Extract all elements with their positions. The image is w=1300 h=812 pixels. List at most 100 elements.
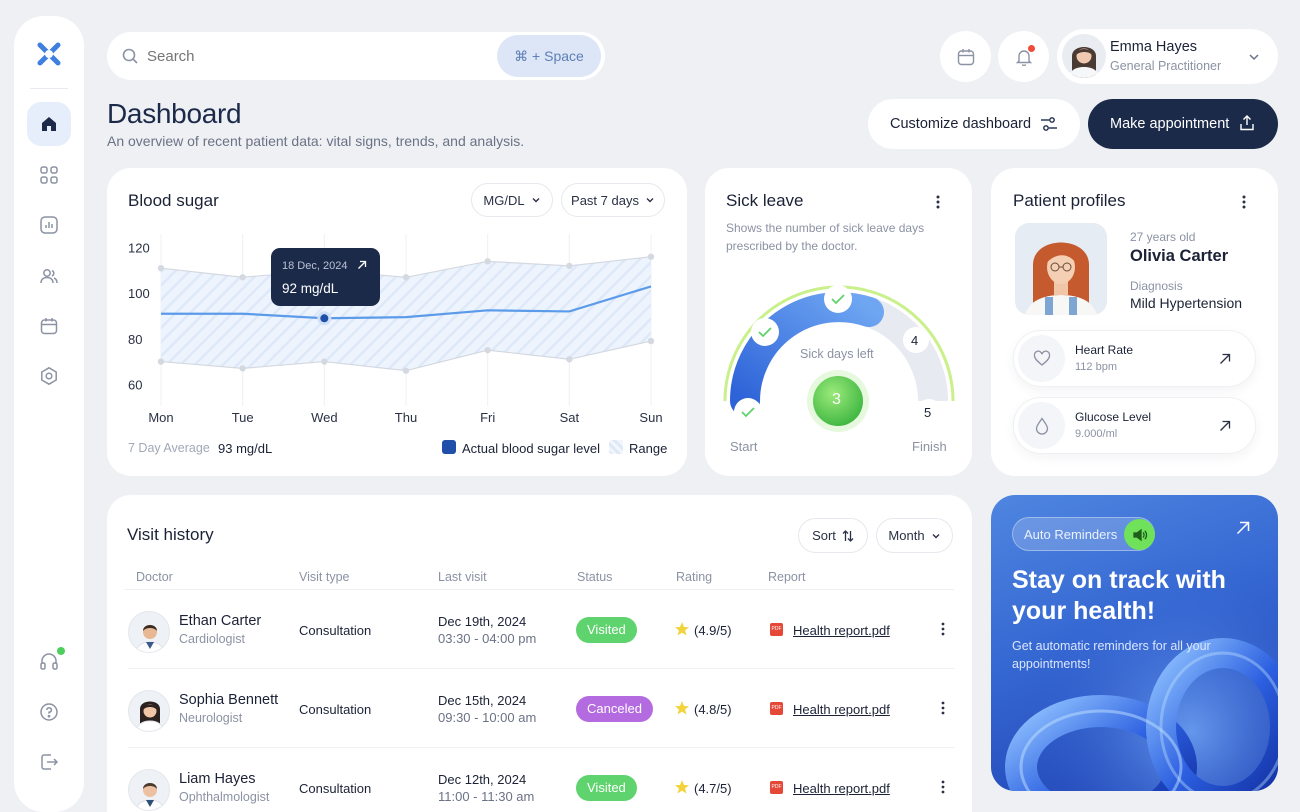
range-upper-line <box>160 256 652 278</box>
glucose-tile[interactable]: Glucose Level 9.000/ml <box>1014 398 1255 453</box>
sliders-icon <box>1040 115 1058 133</box>
logout-icon <box>39 752 59 772</box>
nav-analytics[interactable] <box>27 203 71 247</box>
user-menu[interactable]: Emma Hayes General Practitioner <box>1057 29 1278 84</box>
sick-leave-card: Sick leave Shows the number of sick leav… <box>705 168 972 476</box>
visit-date: Dec 12th, 2024 <box>438 772 527 787</box>
range-lower-line <box>160 340 652 372</box>
sick-leave-description: Shows the number of sick leave days pres… <box>726 221 925 253</box>
range-select[interactable]: Past 7 days <box>561 183 665 217</box>
make-appointment-button[interactable]: Make appointment <box>1088 99 1278 149</box>
star-icon <box>674 700 690 716</box>
diagnosis-value: Mild Hypertension <box>1130 295 1243 311</box>
report-link[interactable]: Health report.pdf <box>793 623 890 638</box>
range-lower-point <box>402 367 410 374</box>
nav-settings[interactable] <box>27 354 71 398</box>
column-visit-type[interactable]: Visit type <box>299 570 350 584</box>
auto-reminders-label: Auto Reminders <box>1024 527 1118 542</box>
search-input[interactable] <box>147 44 487 68</box>
more-vertical-icon[interactable] <box>935 194 941 210</box>
nav-help[interactable] <box>27 690 71 734</box>
app-logo[interactable] <box>33 38 65 70</box>
range-lower-point <box>239 365 246 372</box>
settings-icon <box>39 366 59 386</box>
report-link[interactable]: Health report.pdf <box>793 702 890 717</box>
rating-value: (4.9/5) <box>694 623 732 638</box>
help-icon <box>39 702 59 722</box>
highlight-point <box>320 314 329 323</box>
x-tick-label: Sun <box>639 410 662 425</box>
arrow-up-right-icon <box>357 260 367 270</box>
visit-time: 09:30 - 10:00 am <box>438 710 537 725</box>
y-tick-label: 60 <box>128 377 142 392</box>
visit-type: Consultation <box>299 781 372 796</box>
chevron-down-icon <box>1248 51 1260 63</box>
rating-value: (4.7/5) <box>694 781 732 796</box>
status-badge: Canceled <box>576 696 653 722</box>
report-link[interactable]: Health report.pdf <box>793 781 890 796</box>
average-label: 7 Day Average <box>128 441 210 455</box>
gauge-step-5 <box>916 399 942 425</box>
promo-headline: Stay on track with your health! <box>1012 566 1226 625</box>
nav-patients[interactable] <box>27 254 71 298</box>
more-vertical-icon[interactable] <box>940 780 946 794</box>
page-subtitle: An overview of recent patient data: vita… <box>107 133 525 149</box>
range-upper-point <box>239 274 246 281</box>
rating-value: (4.8/5) <box>694 702 732 717</box>
arrow-up-right-icon <box>1219 420 1231 432</box>
heart-rate-tile[interactable]: Heart Rate 112 bpm <box>1014 331 1255 386</box>
table-row[interactable]: Ethan Carter Cardiologist Consultation D… <box>128 590 954 669</box>
arrow-up-right-icon[interactable] <box>1236 521 1250 535</box>
column-doctor[interactable]: Doctor <box>136 570 173 584</box>
nav-apps[interactable] <box>27 153 71 197</box>
range-lower-point <box>157 358 165 365</box>
sort-button[interactable]: Sort <box>798 518 868 553</box>
search-bar[interactable]: ⌘ + Space <box>107 32 605 80</box>
status-badge: Visited <box>576 617 637 643</box>
customize-dashboard-button[interactable]: Customize dashboard <box>868 99 1080 149</box>
more-vertical-icon[interactable] <box>940 622 946 636</box>
visit-date: Dec 15th, 2024 <box>438 693 527 708</box>
unit-select[interactable]: MG/DL <box>471 183 553 217</box>
visit-time: 03:30 - 04:00 pm <box>438 631 537 646</box>
range-upper-point <box>647 253 655 260</box>
period-select[interactable]: Month <box>876 518 953 553</box>
doctor-name[interactable]: Liam Hayes <box>179 771 256 787</box>
nav-logout[interactable] <box>27 740 71 784</box>
column-rating[interactable]: Rating <box>676 570 713 584</box>
doctor-specialty: Cardiologist <box>179 632 246 646</box>
table-row[interactable]: Sophia Bennett Neurologist Consultation … <box>128 669 954 748</box>
more-vertical-icon[interactable] <box>1241 194 1247 210</box>
heart-icon <box>1018 335 1065 382</box>
doctor-avatar <box>128 611 170 653</box>
range-upper-point <box>402 274 410 281</box>
share-icon <box>1238 114 1256 132</box>
more-vertical-icon[interactable] <box>940 701 946 715</box>
gauge-step-4 <box>903 327 929 353</box>
table-row[interactable]: Liam Hayes Ophthalmologist Consultation … <box>128 748 954 812</box>
days-left-label: Sick days left <box>800 347 874 361</box>
chart-icon <box>39 215 59 235</box>
days-left-value: 3 <box>832 391 841 408</box>
notifications-button[interactable] <box>998 31 1049 82</box>
doctor-specialty: Ophthalmologist <box>179 790 270 804</box>
star-icon <box>674 621 690 637</box>
range-lower-point <box>321 358 328 365</box>
nav-calendar[interactable] <box>27 304 71 348</box>
doctor-name[interactable]: Ethan Carter <box>179 613 262 629</box>
calendar-icon <box>956 47 976 67</box>
reminders-promo-card[interactable]: Auto Reminders Stay on track with your h… <box>991 495 1278 791</box>
column-status[interactable]: Status <box>577 570 613 584</box>
x-tick-label: Sat <box>560 410 580 425</box>
patient-profile-card: Patient profiles 27 years old Olivia Car… <box>991 168 1278 476</box>
sort-label: Sort <box>812 528 836 543</box>
nav-support[interactable] <box>27 640 71 684</box>
user-role: General Practitioner <box>1110 59 1222 73</box>
nav-home[interactable] <box>27 102 71 146</box>
column-last-visit[interactable]: Last visit <box>438 570 487 584</box>
doctor-name[interactable]: Sophia Bennett <box>179 692 279 708</box>
star-icon <box>674 779 690 795</box>
page-title: Dashboard <box>107 98 242 129</box>
column-report[interactable]: Report <box>768 570 806 584</box>
calendar-button[interactable] <box>940 31 991 82</box>
